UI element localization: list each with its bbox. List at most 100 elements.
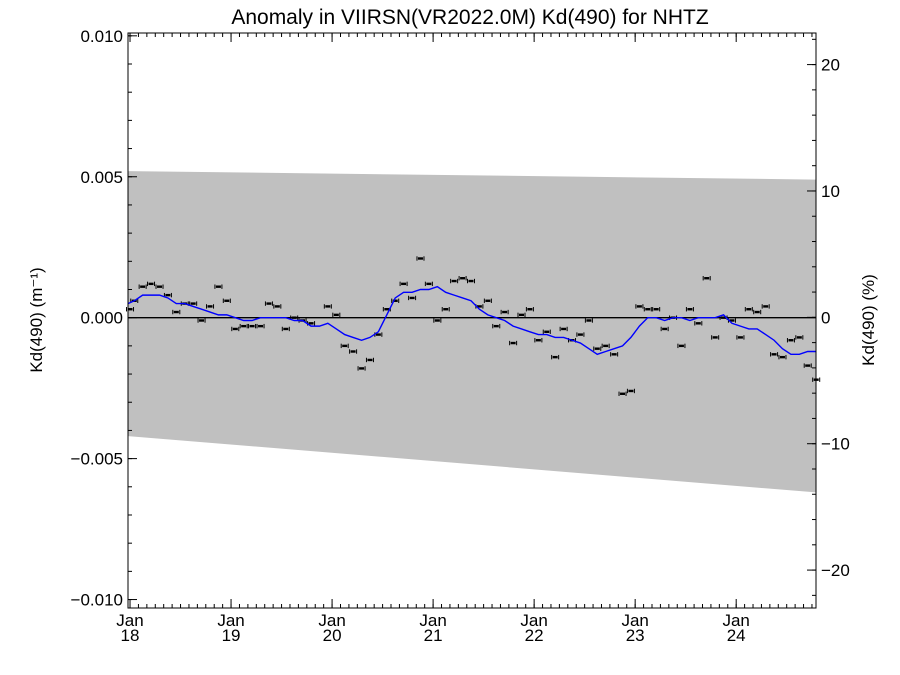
data-point — [795, 335, 804, 340]
x-tick-month: Jan — [217, 611, 244, 630]
data-point — [332, 312, 341, 318]
data-point — [416, 256, 425, 261]
data-point — [323, 304, 332, 309]
data-point — [214, 284, 223, 289]
left-y-tick-label: −0.005 — [71, 450, 123, 469]
smoothed-anomaly-line — [127, 285, 816, 356]
data-point — [576, 332, 585, 337]
data-point — [652, 307, 661, 312]
data-point — [172, 309, 181, 315]
x-tick-month: Jan — [116, 611, 143, 630]
data-point — [408, 295, 417, 301]
data-point — [753, 309, 762, 315]
right-y-tick-label: −10 — [821, 435, 850, 454]
left-y-axis-label: Kd(490) (m⁻¹) — [27, 267, 46, 372]
data-point — [340, 343, 349, 349]
data-point — [551, 354, 560, 360]
left-y-tick-label: 0.010 — [80, 27, 123, 46]
data-point — [517, 312, 526, 318]
x-tick-month: Jan — [621, 611, 648, 630]
left-y-tick-label: −0.010 — [71, 591, 123, 610]
data-point — [694, 321, 703, 326]
x-tick-year: 19 — [222, 626, 241, 645]
plot-frame — [127, 32, 817, 609]
data-point — [500, 309, 509, 315]
data-point — [559, 326, 568, 332]
data-point — [197, 318, 206, 323]
data-point — [542, 329, 551, 334]
data-point — [736, 335, 745, 340]
data-point — [357, 366, 366, 371]
right-y-axis-label: Kd(490) (%) — [859, 274, 878, 366]
data-point — [601, 343, 610, 349]
data-point — [399, 281, 408, 287]
data-point — [610, 352, 619, 357]
data-point — [534, 338, 543, 343]
data-point — [239, 323, 248, 329]
x-tick-month: Jan — [520, 611, 547, 630]
x-tick-month: Jan — [318, 611, 345, 630]
data-point — [206, 304, 215, 309]
right-y-tick-label: 0 — [821, 308, 830, 327]
anomaly-points — [126, 256, 821, 396]
data-point — [349, 349, 358, 354]
data-point — [492, 323, 501, 329]
data-point — [155, 284, 164, 289]
data-point — [584, 318, 593, 323]
data-point — [466, 278, 475, 284]
data-point — [256, 323, 265, 329]
data-point — [626, 388, 635, 394]
x-tick-year: 20 — [323, 626, 342, 645]
data-point — [281, 326, 290, 332]
x-tick-month: Jan — [722, 611, 749, 630]
x-tick-year: 24 — [727, 626, 746, 645]
data-point — [433, 318, 442, 323]
data-point — [365, 357, 374, 363]
data-point — [483, 298, 492, 303]
data-point — [441, 307, 450, 312]
chart-title: Anomaly in VIIRSN(VR2022.0M) Kd(490) for… — [231, 6, 708, 29]
data-point — [803, 363, 812, 368]
data-point — [702, 276, 711, 281]
left-y-tick-label: 0.005 — [80, 168, 123, 187]
x-tick-month: Jan — [419, 611, 446, 630]
plot-area — [126, 171, 821, 493]
data-point — [509, 340, 518, 346]
right-y-axis: 20 10 0 −10 −20 — [807, 38, 850, 596]
data-point — [391, 298, 400, 303]
data-point — [744, 307, 753, 312]
data-point — [450, 278, 459, 284]
uncertainty-band — [128, 171, 816, 493]
data-point — [770, 352, 779, 357]
data-point — [424, 281, 433, 287]
data-point — [458, 276, 467, 281]
data-point — [685, 307, 694, 312]
data-point — [677, 343, 686, 349]
right-y-tick-label: 20 — [821, 56, 840, 75]
data-point — [231, 326, 240, 332]
x-tick-year: 22 — [525, 626, 544, 645]
data-point — [761, 304, 770, 309]
data-point — [248, 323, 257, 329]
data-point — [147, 281, 156, 287]
x-tick-year: 18 — [121, 626, 140, 645]
data-point — [273, 304, 282, 309]
data-point — [778, 354, 787, 360]
data-point — [635, 304, 644, 309]
right-y-tick-label: −20 — [821, 561, 850, 580]
right-y-tick-label: 10 — [821, 182, 840, 201]
data-point — [525, 307, 534, 312]
data-point — [138, 284, 147, 289]
left-y-axis: 0.010 0.005 0.000 −0.005 −0.010 — [71, 27, 137, 610]
data-point — [660, 326, 669, 332]
data-point — [711, 335, 720, 340]
data-point — [264, 301, 273, 306]
data-point — [643, 307, 652, 312]
data-point — [593, 346, 602, 351]
data-point — [222, 298, 231, 303]
left-y-tick-label: 0.000 — [80, 309, 123, 328]
data-point — [126, 307, 135, 312]
data-point — [618, 391, 627, 396]
